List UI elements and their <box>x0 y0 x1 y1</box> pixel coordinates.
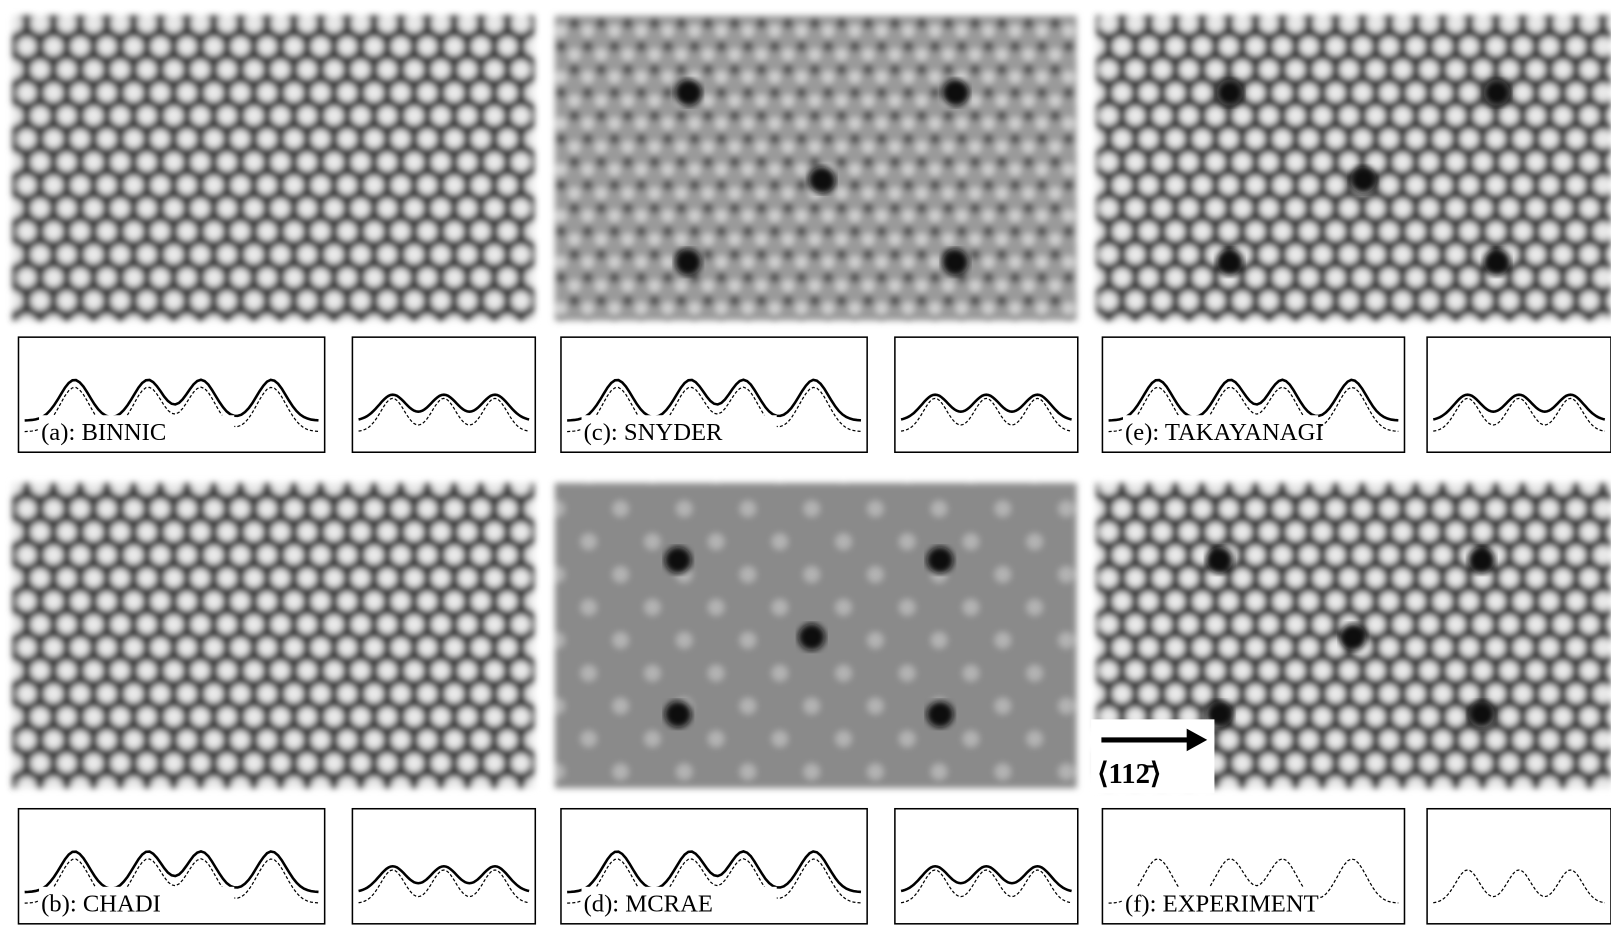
figure: (a): BINNIC (c): SNYDER (e): TAKAYANAGI (b)… <box>0 0 1611 925</box>
dark-spot <box>1216 249 1243 276</box>
panel-label: (f): EXPERIMENT <box>1125 890 1319 917</box>
dark-spot <box>675 249 702 276</box>
dark-spot <box>1350 167 1377 194</box>
dark-spot <box>1468 701 1495 728</box>
simulated-image <box>1096 16 1611 321</box>
dark-spot <box>1340 624 1367 651</box>
dark-spot <box>942 249 969 276</box>
panel: (d): MCRAE <box>555 483 1078 924</box>
dark-spot <box>1216 79 1243 106</box>
panels: (a): BINNIC (c): SNYDER (e): TAKAYANAGI (b)… <box>12 16 1611 924</box>
panel: (a): BINNIC <box>12 16 535 453</box>
dark-spot <box>942 79 969 106</box>
simulated-image <box>12 16 534 321</box>
dark-spot <box>1206 547 1233 574</box>
panel: (e): TAKAYANAGI <box>1096 16 1611 453</box>
dark-spot <box>1484 79 1511 106</box>
direction-indicator: ⟨112̄⟩ <box>1091 719 1214 793</box>
dark-spot <box>665 701 692 728</box>
profile-box <box>1427 809 1611 924</box>
panel: (b): CHADI <box>12 483 535 924</box>
dark-spot <box>927 701 954 728</box>
direction-label: ⟨112̄⟩ <box>1097 758 1161 790</box>
panel: (f): EXPERIMENT <box>1096 483 1611 924</box>
panel-label: (d): MCRAE <box>584 890 713 917</box>
dark-spot <box>927 547 954 574</box>
simulated-image <box>12 483 534 788</box>
dark-spot <box>665 547 692 574</box>
dark-spot <box>675 79 702 106</box>
panel-label: (a): BINNIC <box>41 419 166 446</box>
panel-label: (c): SNYDER <box>584 419 723 446</box>
dark-spot <box>809 167 836 194</box>
dark-spot <box>798 624 825 651</box>
panel-label: (b): CHADI <box>41 890 161 917</box>
dark-spot <box>1468 547 1495 574</box>
panel-label: (e): TAKAYANAGI <box>1125 419 1324 446</box>
panel: (c): SNYDER <box>555 16 1078 453</box>
dark-spot <box>1484 249 1511 276</box>
